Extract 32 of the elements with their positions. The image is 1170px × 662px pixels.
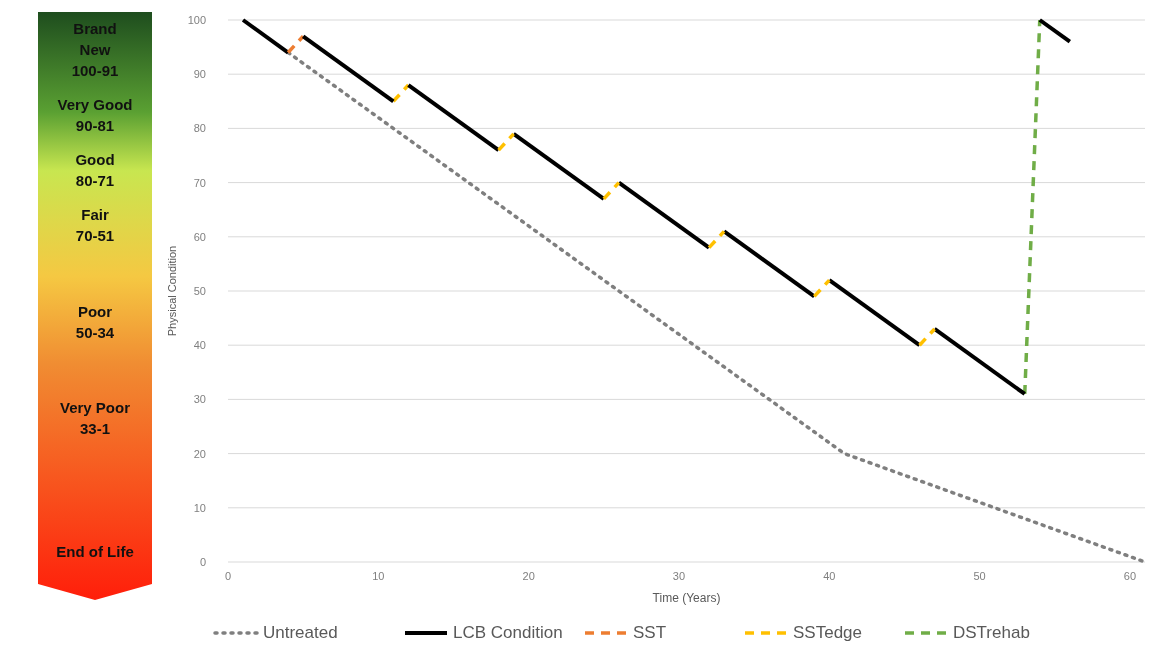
x-tick-label: 60 [1123, 570, 1137, 582]
x-tick-label: 30 [672, 570, 686, 582]
text: Good 80-71 [75, 150, 115, 189]
x-tick-label: 10 [372, 570, 385, 582]
y-tick-label: 100 [187, 14, 206, 26]
text: End of Life [56, 543, 134, 560]
y-tick-label: 10 [193, 501, 206, 514]
y-tick-label: 60 [193, 230, 206, 243]
x-tick-label: 20 [522, 570, 535, 582]
legend-label: SSTedge [793, 623, 862, 642]
text: Very Good 90-81 [57, 95, 133, 134]
y-tick-label: 0 [199, 556, 206, 568]
text: Brand New 100-91 [71, 20, 119, 79]
y-tick-label: 20 [193, 447, 206, 460]
y-tick-label: 90 [193, 68, 206, 81]
legend-label: Untreated [263, 623, 338, 642]
y-tick-label: 50 [193, 285, 206, 297]
y-tick-label: 40 [193, 339, 206, 352]
text: Very Poor 33-1 [59, 398, 131, 437]
legend-label: LCB Condition [453, 623, 563, 642]
text: Poor 50-34 [75, 302, 115, 341]
x-tick-label: 40 [823, 570, 836, 582]
legend-label: SST [633, 623, 667, 642]
y-tick-label: 70 [193, 176, 206, 189]
x-axis-title: Time (Years) [652, 591, 721, 605]
y-tick-label: 80 [193, 122, 206, 135]
x-tick-label: 0 [224, 570, 232, 582]
legend-label: DSTrehab [953, 623, 1030, 642]
text: Fair 70-51 [75, 205, 115, 244]
x-tick-label: 50 [973, 570, 986, 582]
y-axis-title: Physical Condition [166, 245, 178, 337]
y-tick-label: 30 [193, 393, 206, 406]
